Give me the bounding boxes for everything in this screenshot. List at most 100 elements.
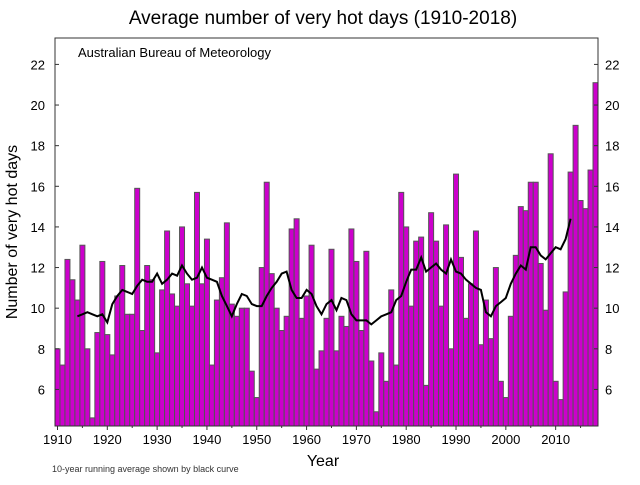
bar-1926 [134, 187, 141, 427]
bar-1944 [223, 222, 230, 427]
x-tick-label: 1960 [292, 432, 321, 447]
bar-1910 [54, 348, 61, 427]
bar-1959 [298, 317, 305, 427]
bar-1964 [323, 317, 330, 427]
bar-1929 [149, 279, 156, 427]
bar-2005 [527, 181, 534, 427]
bar-1986 [433, 240, 440, 427]
bar-1941 [208, 364, 215, 427]
bar-1922 [114, 295, 121, 427]
bar-2011 [557, 399, 564, 427]
bar-1962 [313, 368, 320, 427]
bar-1988 [443, 224, 450, 427]
source-annotation: Australian Bureau of Meteorology [78, 45, 271, 60]
bar-1983 [418, 236, 425, 427]
bar-1966 [333, 350, 340, 427]
bar-1948 [243, 307, 250, 427]
bar-2012 [562, 291, 569, 427]
bar-2016 [582, 208, 589, 427]
y-tick-label-right: 16 [605, 179, 619, 194]
bar-1958 [293, 218, 300, 427]
bar-1918 [94, 332, 101, 427]
bar-1936 [184, 283, 191, 427]
chart-title: Average number of very hot days (1910-20… [129, 8, 517, 29]
bar-1955 [278, 330, 285, 427]
y-tick-label-left: 18 [31, 139, 45, 154]
x-tick-label: 1930 [143, 432, 172, 447]
bar-2014 [572, 124, 579, 427]
bar-1953 [268, 273, 275, 427]
bar-1945 [228, 303, 235, 427]
bar-1934 [174, 305, 181, 427]
y-tick-label-right: 18 [605, 139, 619, 154]
bars-group [54, 82, 599, 427]
y-tick-label-left: 16 [31, 179, 45, 194]
x-tick-label: 2000 [491, 432, 520, 447]
bar-2008 [542, 309, 549, 427]
bar-1989 [448, 348, 455, 427]
bar-2017 [587, 169, 594, 427]
running-average-group [77, 218, 572, 326]
bar-1920 [104, 334, 111, 427]
y-tick-label-left: 6 [38, 382, 45, 397]
bar-2003 [517, 206, 524, 427]
bar-1912 [64, 258, 71, 427]
bar-1925 [129, 313, 136, 427]
bar-1933 [169, 293, 176, 427]
bar-1946 [233, 315, 240, 427]
bar-1978 [393, 364, 400, 427]
bar-1957 [288, 228, 295, 427]
bar-2009 [547, 153, 554, 427]
bar-1987 [438, 305, 445, 427]
bar-1997 [487, 338, 494, 427]
bar-1973 [368, 360, 375, 427]
bar-1947 [238, 307, 245, 427]
bar-1919 [99, 260, 106, 427]
y-tick-label-left: 20 [31, 98, 45, 113]
y-tick-label-right: 12 [605, 261, 619, 276]
y-axis-label: Number of very hot days [4, 145, 21, 319]
x-tick-label: 1910 [43, 432, 72, 447]
bar-1963 [318, 350, 325, 427]
bar-1992 [462, 317, 469, 427]
bar-2006 [532, 181, 539, 427]
bar-1960 [303, 295, 310, 427]
bar-1972 [363, 250, 370, 427]
plot-frame [54, 37, 599, 427]
bar-1914 [74, 299, 81, 427]
bar-1917 [89, 417, 96, 427]
running-average-line [77, 218, 572, 326]
bar-1937 [189, 305, 195, 427]
bar-1967 [338, 315, 345, 427]
bar-1979 [398, 191, 405, 427]
bar-2018 [592, 82, 599, 427]
x-tick-label: 1980 [392, 432, 421, 447]
bar-1930 [154, 352, 161, 427]
bar-2000 [502, 397, 509, 427]
bar-2010 [552, 380, 559, 427]
bar-1980 [403, 226, 410, 427]
bar-1993 [467, 283, 474, 427]
x-axis-label: Year [307, 453, 340, 470]
bar-1954 [273, 307, 280, 427]
x-ticks: 1910 1920 1930 1940 1950 1960 1970 1980 1990 2000… [43, 426, 582, 447]
bar-1991 [458, 256, 464, 427]
bar-2007 [537, 262, 544, 427]
bar-1976 [383, 380, 390, 427]
footnote: 10-year running average shown by black c… [52, 464, 239, 474]
bar-1949 [248, 370, 255, 427]
bar-1940 [203, 238, 210, 427]
bar-2015 [577, 200, 584, 427]
bar-1971 [358, 330, 365, 427]
bar-1968 [343, 325, 350, 427]
bar-1999 [497, 380, 504, 427]
bar-2004 [522, 210, 529, 427]
bar-1942 [213, 299, 220, 427]
bar-1985 [428, 212, 435, 427]
bar-2013 [567, 171, 574, 427]
bar-1927 [139, 330, 146, 427]
x-tick-label: 1950 [242, 432, 271, 447]
bar-1969 [348, 228, 355, 427]
y-tick-label-right: 6 [605, 382, 612, 397]
